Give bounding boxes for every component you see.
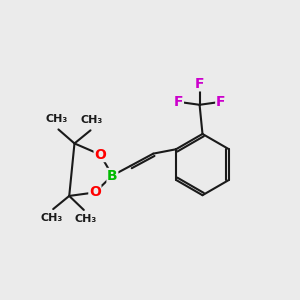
- Text: F: F: [174, 95, 183, 109]
- Text: CH₃: CH₃: [81, 115, 103, 125]
- Text: CH₃: CH₃: [74, 214, 96, 224]
- Text: F: F: [195, 77, 204, 91]
- Text: O: O: [94, 148, 106, 161]
- Text: F: F: [216, 95, 225, 109]
- Text: B: B: [107, 169, 118, 182]
- Text: CH₃: CH₃: [40, 213, 63, 224]
- Text: CH₃: CH₃: [46, 114, 68, 124]
- Text: O: O: [89, 185, 101, 200]
